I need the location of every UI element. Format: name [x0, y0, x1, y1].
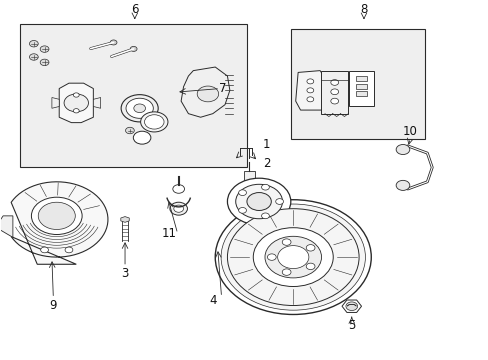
Circle shape	[306, 79, 313, 84]
Circle shape	[133, 131, 151, 144]
Circle shape	[173, 205, 183, 212]
Circle shape	[40, 59, 49, 66]
Polygon shape	[341, 300, 361, 312]
Circle shape	[31, 197, 82, 234]
Text: 4: 4	[209, 294, 216, 307]
Circle shape	[306, 97, 313, 102]
Circle shape	[253, 228, 332, 287]
Circle shape	[330, 80, 338, 85]
Circle shape	[169, 202, 187, 215]
Bar	[355, 76, 366, 81]
Circle shape	[395, 144, 409, 154]
Circle shape	[126, 98, 153, 118]
Circle shape	[41, 247, 48, 253]
Text: 2: 2	[262, 157, 270, 170]
Text: 5: 5	[347, 319, 355, 332]
Circle shape	[29, 41, 38, 47]
Circle shape	[238, 190, 246, 195]
Circle shape	[282, 239, 290, 245]
Polygon shape	[121, 217, 129, 222]
Circle shape	[282, 269, 290, 275]
Polygon shape	[321, 71, 347, 114]
Circle shape	[125, 127, 134, 134]
Polygon shape	[52, 98, 59, 108]
Circle shape	[261, 213, 269, 219]
Circle shape	[246, 193, 271, 211]
Circle shape	[264, 236, 321, 278]
Circle shape	[267, 254, 276, 260]
Polygon shape	[295, 71, 325, 110]
Text: 10: 10	[402, 125, 417, 138]
Circle shape	[38, 202, 75, 229]
Circle shape	[144, 115, 163, 129]
Text: 6: 6	[131, 3, 138, 16]
Circle shape	[330, 89, 338, 95]
Bar	[355, 84, 366, 89]
Circle shape	[305, 244, 314, 251]
Circle shape	[121, 95, 158, 122]
Circle shape	[277, 246, 308, 269]
Circle shape	[134, 104, 145, 113]
Circle shape	[130, 46, 137, 51]
Polygon shape	[59, 83, 93, 123]
Circle shape	[172, 185, 184, 193]
Circle shape	[227, 178, 290, 225]
Circle shape	[110, 40, 117, 45]
Circle shape	[73, 109, 79, 113]
Circle shape	[65, 247, 73, 253]
Polygon shape	[0, 216, 13, 237]
Bar	[20, 24, 246, 167]
Text: 9: 9	[49, 299, 57, 312]
Circle shape	[73, 93, 79, 97]
Circle shape	[330, 98, 338, 104]
Bar	[355, 91, 366, 96]
Circle shape	[215, 200, 370, 315]
Text: 11: 11	[161, 227, 176, 240]
Bar	[290, 30, 424, 139]
Circle shape	[238, 207, 246, 213]
Circle shape	[29, 54, 38, 60]
Text: 7: 7	[218, 82, 226, 95]
Text: 3: 3	[121, 267, 128, 280]
Circle shape	[261, 184, 269, 190]
Circle shape	[345, 302, 357, 311]
Circle shape	[197, 86, 218, 102]
Polygon shape	[348, 71, 373, 107]
Text: 1: 1	[262, 138, 270, 150]
Circle shape	[275, 199, 283, 204]
Circle shape	[235, 184, 282, 219]
Polygon shape	[11, 182, 108, 264]
Bar	[243, 171, 255, 182]
Circle shape	[64, 94, 88, 112]
Circle shape	[40, 46, 49, 52]
Polygon shape	[181, 67, 229, 117]
Circle shape	[141, 112, 167, 132]
Circle shape	[305, 263, 314, 270]
Circle shape	[395, 180, 409, 190]
Text: 8: 8	[360, 3, 367, 16]
Circle shape	[306, 88, 313, 93]
Circle shape	[221, 204, 365, 310]
Polygon shape	[93, 98, 101, 108]
Circle shape	[227, 209, 358, 306]
